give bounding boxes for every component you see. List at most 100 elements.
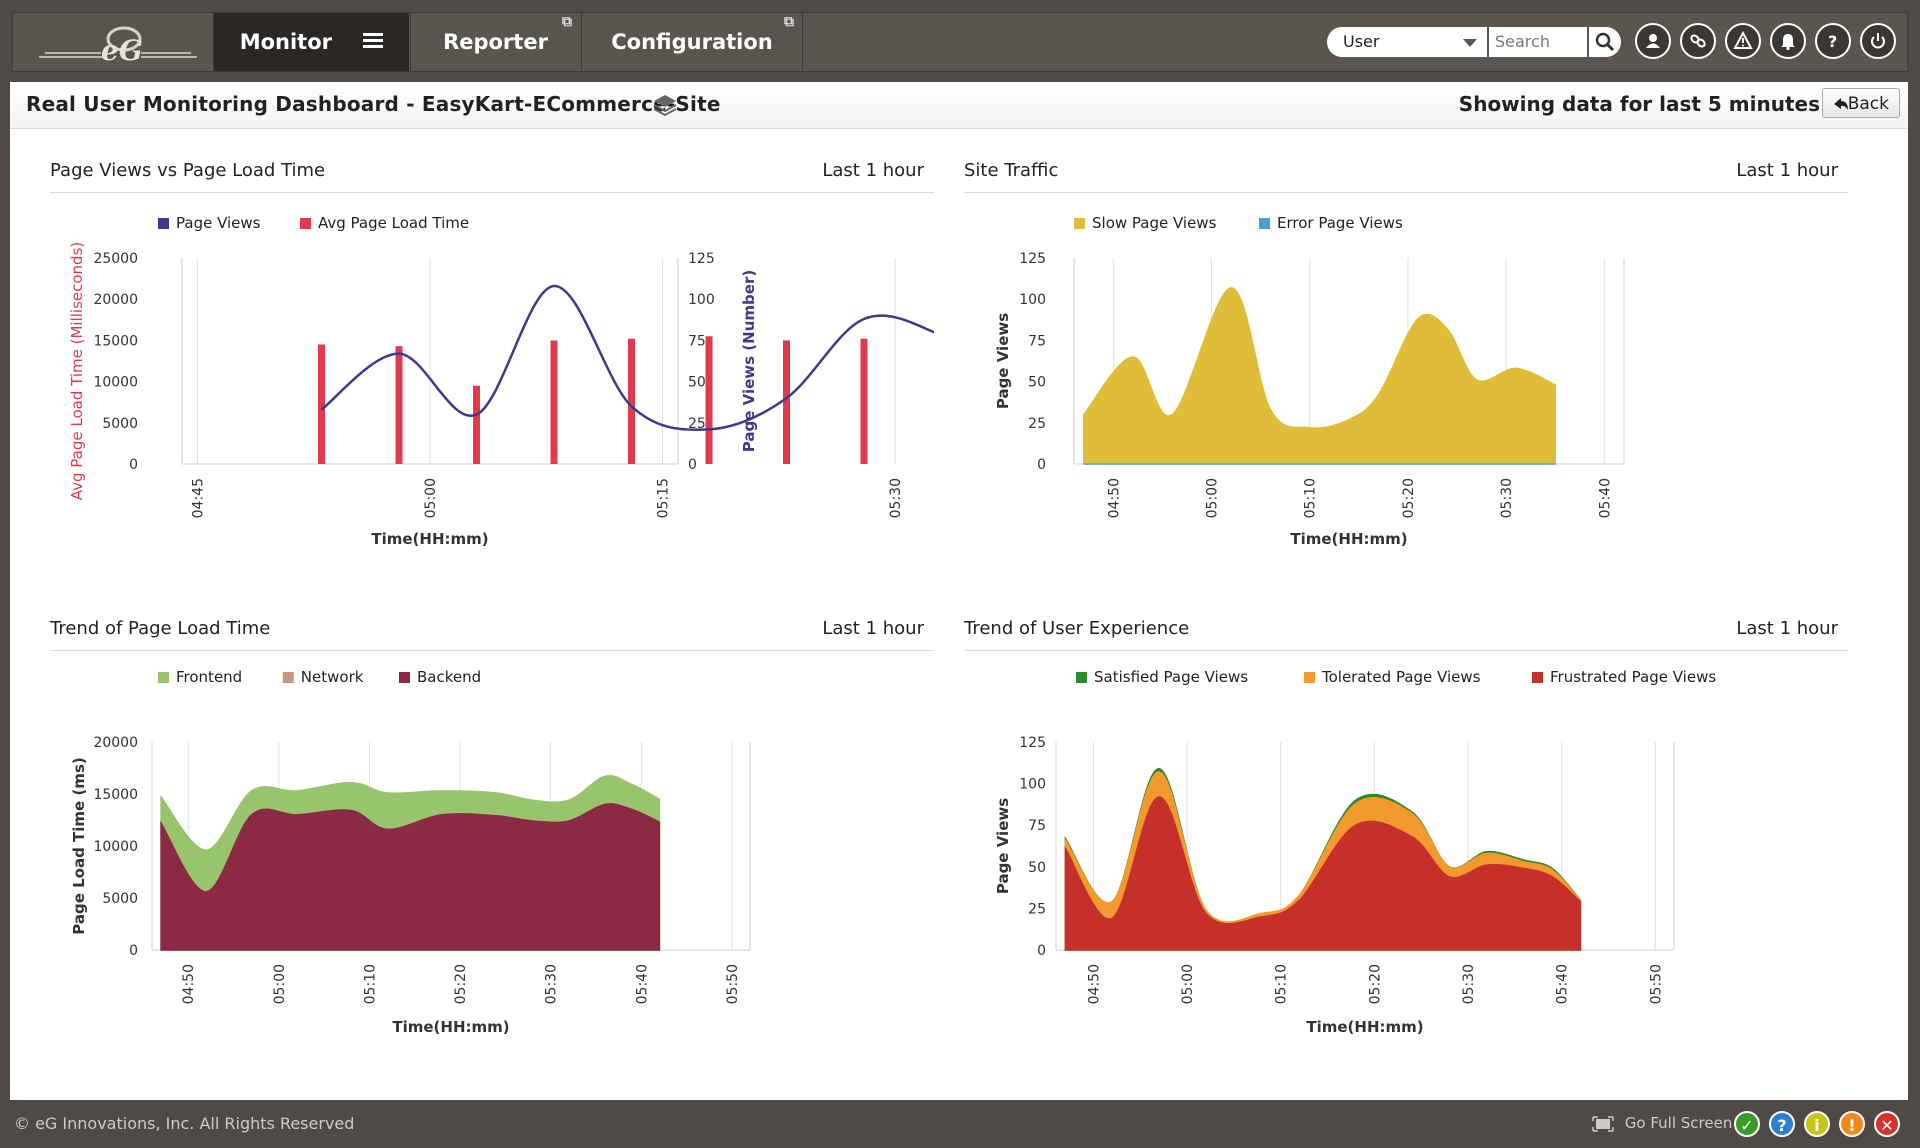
- tab-monitor[interactable]: Monitor: [213, 13, 409, 71]
- search-scope-value: User: [1343, 32, 1380, 51]
- y-tick-label: 0: [1037, 457, 1046, 473]
- bar-avg-page-load-time: [860, 338, 868, 464]
- y-tick-label: 75: [1028, 333, 1046, 349]
- y-tick-label: 5000: [102, 891, 138, 907]
- x-tick-label: 04:50: [1086, 964, 1102, 1004]
- time-range-selector[interactable]: Last 1 hour: [822, 160, 924, 181]
- y-left-tick-label: 5000: [102, 416, 138, 432]
- dashboard-content: Real User Monitoring Dashboard - EasyKar…: [10, 82, 1908, 1100]
- y-tick-label: 10000: [93, 839, 138, 855]
- x-tick-label: 05:15: [656, 478, 672, 518]
- svg-text:?: ?: [1828, 32, 1837, 51]
- tab-reporter[interactable]: Reporter ⧉: [410, 13, 580, 71]
- time-range-selector[interactable]: Last 1 hour: [822, 618, 924, 639]
- link-icon[interactable]: [1680, 23, 1716, 59]
- legend-label: Frustrated Page Views: [1550, 668, 1716, 686]
- copyright-text: © eG Innovations, Inc. All Rights Reserv…: [14, 1114, 355, 1133]
- y-tick-label: 75: [1028, 818, 1046, 834]
- ok-status-icon[interactable]: ✓: [1734, 1111, 1760, 1137]
- logo-text: eG: [101, 34, 143, 67]
- y-left-tick-label: 25000: [93, 251, 138, 267]
- y-tick-label: 50: [1028, 860, 1046, 876]
- search-input[interactable]: Search: [1489, 27, 1587, 57]
- legend-label: Page Views: [176, 214, 261, 232]
- legend-swatch: [1259, 218, 1270, 229]
- power-icon[interactable]: [1860, 23, 1896, 59]
- panel-title: Trend of User Experience: [964, 618, 1190, 639]
- legend-swatch: [399, 672, 410, 683]
- legend-label: Avg Page Load Time: [318, 214, 469, 232]
- y-tick-label: 0: [1037, 943, 1046, 959]
- y-axis-title: Page Views: [994, 313, 1012, 409]
- eg-logo[interactable]: eG: [31, 19, 206, 67]
- legend-label: Satisfied Page Views: [1094, 668, 1248, 686]
- y-tick-label: 125: [1019, 251, 1046, 267]
- x-tick-label: 05:00: [272, 964, 288, 1004]
- tab-configuration[interactable]: Configuration ⧉: [581, 13, 803, 71]
- x-axis-title: Time(HH:mm): [1306, 1018, 1423, 1036]
- top-navigation-bar: eG Monitor Reporter ⧉ Configuration ⧉ Us…: [0, 0, 1920, 80]
- time-window-text: Showing data for last 5 minutes: [1458, 92, 1820, 116]
- x-tick-label: 04:50: [1106, 478, 1122, 518]
- y-right-tick-label: 75: [688, 333, 706, 349]
- y-right-tick-label: 50: [688, 375, 706, 391]
- panel-trend-user-experience: Trend of User Experience Last 1 hour 04:…: [964, 618, 1848, 1058]
- search-button[interactable]: [1589, 27, 1621, 57]
- external-link-icon: ⧉: [784, 14, 794, 30]
- legend-swatch: [1076, 672, 1087, 683]
- bar-avg-page-load-time: [318, 344, 325, 464]
- x-tick-label: 05:30: [544, 964, 560, 1004]
- go-full-screen-button[interactable]: Go Full Screen: [1592, 1114, 1732, 1132]
- y-tick-label: 125: [1019, 735, 1046, 751]
- legend-swatch: [1532, 672, 1543, 683]
- x-tick-label: 05:40: [1597, 478, 1613, 518]
- x-tick-label: 05:20: [453, 964, 469, 1004]
- help-icon[interactable]: ?: [1815, 23, 1851, 59]
- y-right-axis-title: Page Views (Number): [740, 270, 758, 452]
- legend-swatch: [158, 218, 169, 229]
- back-button[interactable]: Back: [1822, 88, 1900, 118]
- x-tick-label: 05:30: [1461, 964, 1477, 1004]
- legend-label: Backend: [417, 668, 481, 686]
- x-axis-title: Time(HH:mm): [371, 530, 488, 548]
- tab-configuration-label: Configuration: [611, 30, 773, 54]
- help-status-icon[interactable]: ?: [1769, 1111, 1795, 1137]
- legend-label: Frontend: [176, 668, 242, 686]
- critical-status-icon[interactable]: ✕: [1874, 1111, 1900, 1137]
- back-button-label: Back: [1847, 94, 1889, 114]
- y-tick-label: 100: [1019, 292, 1046, 308]
- menu-icon[interactable]: [363, 33, 384, 49]
- legend-swatch: [1304, 672, 1315, 683]
- y-right-tick-label: 100: [688, 292, 715, 308]
- alert-triangle-icon[interactable]: [1725, 23, 1761, 59]
- y-tick-label: 15000: [93, 787, 138, 803]
- y-tick-label: 25: [1028, 901, 1046, 917]
- x-axis-title: Time(HH:mm): [392, 1018, 509, 1036]
- x-tick-label: 05:10: [1303, 478, 1319, 518]
- layers-icon[interactable]: [652, 92, 678, 122]
- warning-status-icon[interactable]: !: [1839, 1111, 1865, 1137]
- x-tick-label: 05:00: [1180, 964, 1196, 1004]
- x-tick-label: 04:50: [181, 964, 197, 1004]
- panel-trend-page-load-time: Trend of Page Load Time Last 1 hour 04:5…: [50, 618, 934, 1058]
- x-tick-label: 05:50: [725, 964, 741, 1004]
- chevron-down-icon: [1463, 39, 1477, 47]
- info-status-icon[interactable]: i: [1804, 1111, 1830, 1137]
- x-tick-label: 04:45: [191, 478, 207, 518]
- y-tick-label: 25: [1028, 416, 1046, 432]
- search-scope-select[interactable]: User: [1327, 27, 1487, 57]
- bell-icon[interactable]: [1770, 23, 1806, 59]
- legend-swatch: [300, 218, 311, 229]
- time-range-selector[interactable]: Last 1 hour: [1736, 160, 1838, 181]
- y-left-tick-label: 20000: [93, 292, 138, 308]
- time-range-selector[interactable]: Last 1 hour: [1736, 618, 1838, 639]
- dashboard-titlebar: Real User Monitoring Dashboard - EasyKar…: [10, 82, 1908, 129]
- search-icon: [1595, 32, 1615, 52]
- bar-avg-page-load-time: [628, 338, 635, 464]
- area-slow-page-views: [1083, 286, 1557, 465]
- trend-user-experience-chart: 04:50 05:00 05:10 05:20 05:30 05:40 05:50 Time(…: [994, 668, 1716, 1036]
- panel-title: Site Traffic: [964, 160, 1059, 181]
- user-icon[interactable]: [1635, 23, 1671, 59]
- chart-body: 04:4505:0005:1505:3005:45Time(HH:mm)0500…: [68, 242, 934, 548]
- x-tick-label: 05:40: [634, 964, 650, 1004]
